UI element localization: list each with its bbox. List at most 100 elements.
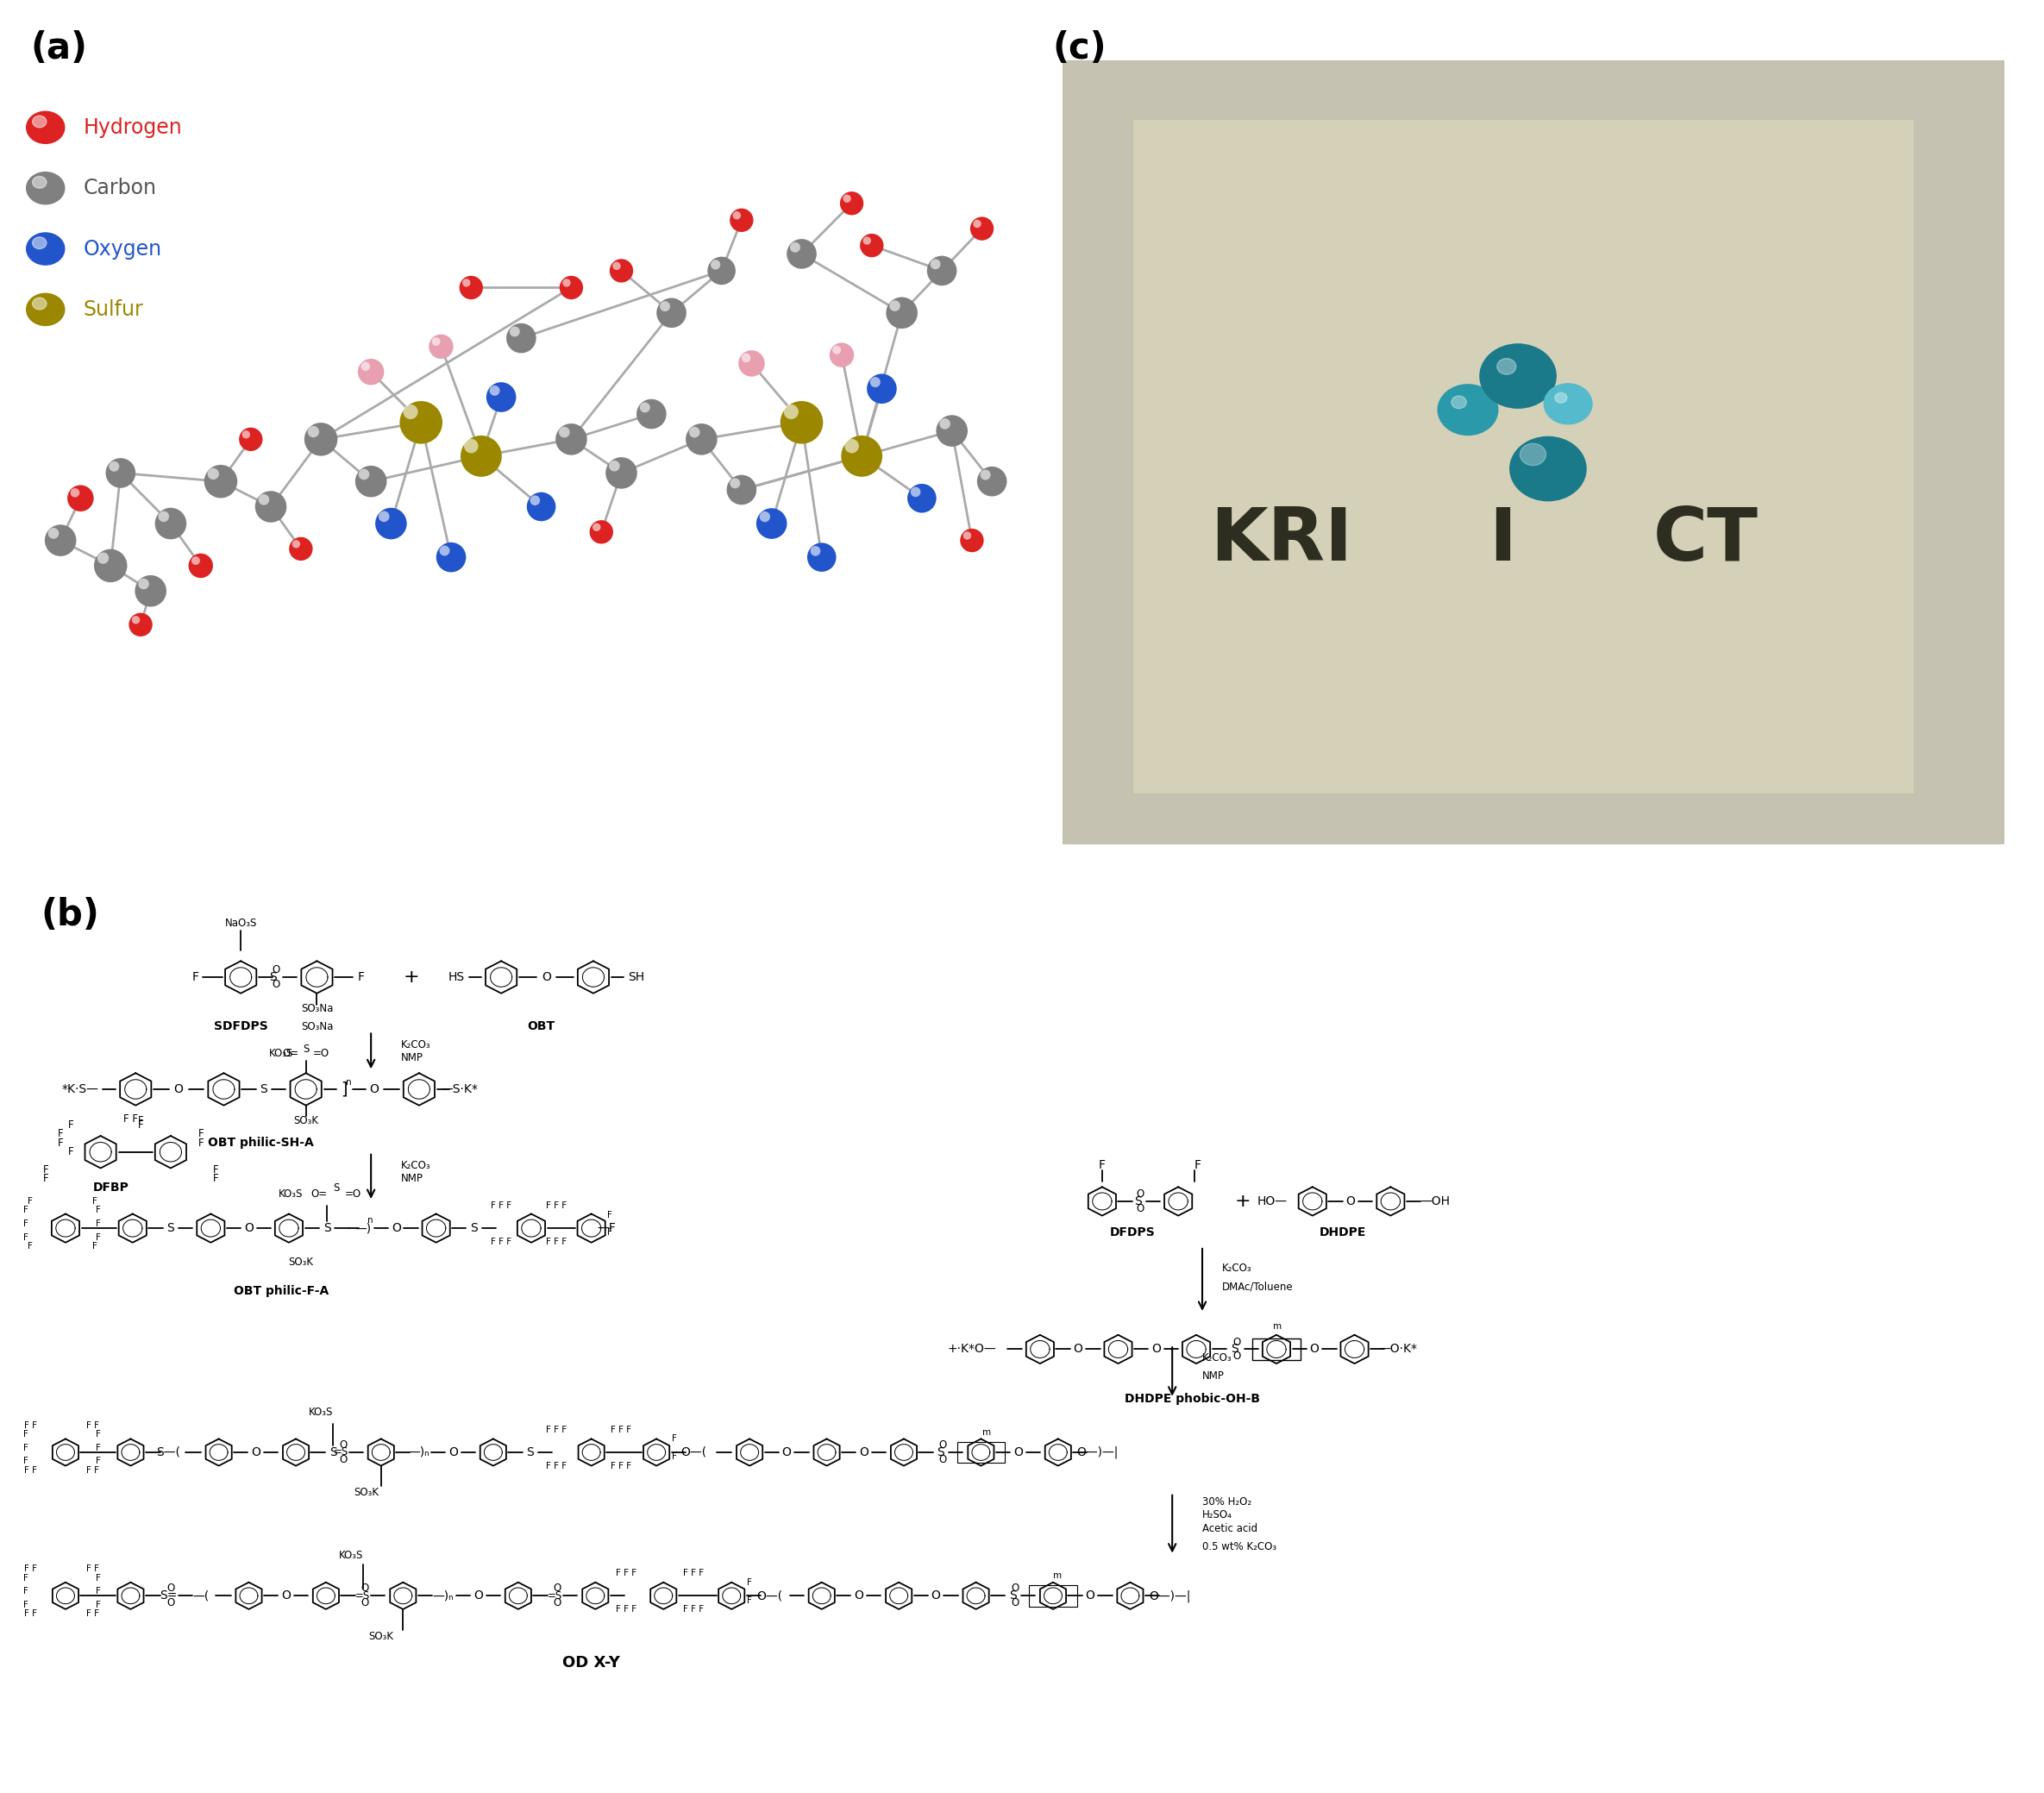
Text: F: F xyxy=(96,1458,100,1465)
Text: F: F xyxy=(137,1115,143,1126)
Point xyxy=(296,418,329,446)
Point xyxy=(836,432,869,461)
Text: S: S xyxy=(260,1083,268,1096)
Circle shape xyxy=(1511,437,1586,500)
Point xyxy=(247,486,280,515)
Text: F: F xyxy=(746,1578,752,1587)
Text: DFDPS: DFDPS xyxy=(1110,1226,1155,1239)
Text: 0.5 wt% K₂CO₃: 0.5 wt% K₂CO₃ xyxy=(1202,1540,1278,1553)
Text: F: F xyxy=(213,1173,219,1185)
Text: O: O xyxy=(1085,1590,1096,1601)
Text: S: S xyxy=(270,972,276,983)
Text: DHDPE phobic-OH-B: DHDPE phobic-OH-B xyxy=(1124,1393,1259,1404)
Text: O: O xyxy=(448,1447,458,1458)
Point xyxy=(858,368,891,396)
Text: F F: F F xyxy=(25,1422,37,1429)
Point xyxy=(356,466,388,495)
Text: SO₃K: SO₃K xyxy=(294,1115,319,1126)
Point xyxy=(235,425,268,454)
Text: F: F xyxy=(22,1443,29,1452)
Text: n: n xyxy=(345,1078,352,1087)
Text: O: O xyxy=(783,1447,791,1458)
Text: KO₃S: KO₃S xyxy=(268,1047,292,1060)
Point xyxy=(836,188,869,217)
Text: O: O xyxy=(362,1598,370,1608)
Point xyxy=(926,256,959,285)
Point xyxy=(865,375,897,403)
Point xyxy=(429,536,462,565)
Text: O—(: O—( xyxy=(681,1447,707,1458)
Circle shape xyxy=(27,233,65,265)
Text: O=: O= xyxy=(282,1047,298,1060)
Text: m: m xyxy=(1273,1323,1282,1330)
Text: HO—: HO— xyxy=(1257,1196,1288,1207)
Text: S: S xyxy=(470,1223,478,1234)
Point xyxy=(147,502,180,531)
Point xyxy=(799,536,832,565)
Text: 30% H₂O₂: 30% H₂O₂ xyxy=(1202,1495,1251,1508)
Point xyxy=(705,256,738,285)
Text: O: O xyxy=(168,1583,174,1594)
Text: F F: F F xyxy=(86,1565,98,1572)
Point xyxy=(719,201,752,230)
Point xyxy=(846,441,879,470)
Text: F F: F F xyxy=(86,1467,98,1474)
Text: O: O xyxy=(474,1590,482,1601)
Point xyxy=(969,461,1002,489)
Text: KO₃S: KO₃S xyxy=(309,1406,333,1418)
Text: F: F xyxy=(96,1574,100,1581)
Text: F: F xyxy=(96,1219,100,1228)
Text: O: O xyxy=(362,1583,370,1594)
Point xyxy=(59,479,92,507)
Text: (a): (a) xyxy=(31,30,88,66)
Point xyxy=(636,400,668,429)
Text: DMAc/Toluene: DMAc/Toluene xyxy=(1222,1280,1294,1293)
Point xyxy=(920,249,953,278)
Text: —F: —F xyxy=(597,1223,615,1234)
Text: O: O xyxy=(1233,1336,1241,1348)
Point xyxy=(45,525,78,554)
Text: SDFDPS: SDFDPS xyxy=(215,1020,268,1033)
Text: SO₃Na: SO₃Na xyxy=(300,1002,333,1015)
Text: S: S xyxy=(168,1223,174,1234)
Text: NaO₃S: NaO₃S xyxy=(225,918,258,929)
Text: F: F xyxy=(57,1137,63,1149)
Text: F: F xyxy=(96,1207,100,1214)
Text: O: O xyxy=(1233,1350,1241,1363)
Text: F F: F F xyxy=(25,1610,37,1617)
Text: S: S xyxy=(323,1223,331,1234)
Text: F: F xyxy=(607,1228,611,1237)
Point xyxy=(965,213,997,242)
Point xyxy=(499,317,531,346)
Text: KRI: KRI xyxy=(1210,504,1353,576)
Circle shape xyxy=(33,117,47,127)
Circle shape xyxy=(1496,359,1517,375)
Text: F: F xyxy=(22,1207,29,1214)
Point xyxy=(525,493,558,522)
Text: O: O xyxy=(272,965,280,975)
Text: F: F xyxy=(22,1431,29,1438)
Circle shape xyxy=(27,172,65,204)
Text: HS: HS xyxy=(448,972,464,983)
Text: F: F xyxy=(92,1198,96,1205)
Text: SO₃K: SO₃K xyxy=(288,1257,313,1268)
Text: O=: O= xyxy=(311,1189,327,1200)
Point xyxy=(856,231,889,260)
Text: F: F xyxy=(92,1243,96,1250)
Text: O: O xyxy=(938,1454,946,1465)
Text: F: F xyxy=(67,1146,74,1158)
Text: F: F xyxy=(43,1173,49,1185)
Text: F F F: F F F xyxy=(546,1461,566,1470)
Point xyxy=(484,382,517,411)
Text: O: O xyxy=(168,1598,174,1608)
Text: =S: =S xyxy=(548,1590,562,1601)
Point xyxy=(679,418,711,446)
Text: =S: =S xyxy=(356,1590,370,1601)
Text: Sulfur: Sulfur xyxy=(84,299,143,319)
Text: F: F xyxy=(672,1452,677,1461)
Point xyxy=(450,269,482,298)
Text: S: S xyxy=(1230,1343,1239,1356)
Text: S: S xyxy=(303,1044,309,1054)
Text: O: O xyxy=(1014,1447,1022,1458)
Point xyxy=(456,273,489,301)
